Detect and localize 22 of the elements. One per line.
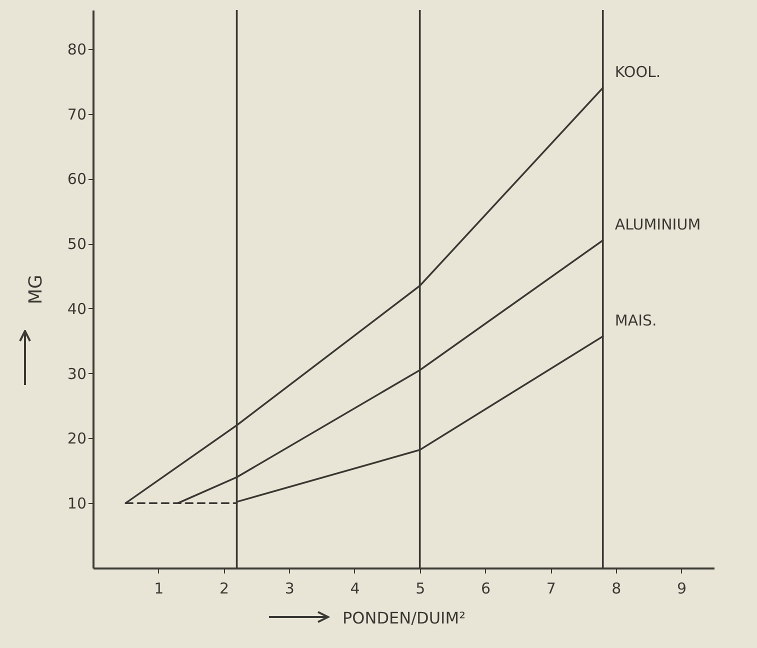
series-label: ALUMINIUM: [614, 215, 701, 234]
x-tick-label: 2: [219, 580, 230, 598]
x-tick-label: 6: [480, 580, 490, 598]
series-label: MAIS.: [614, 311, 657, 330]
x-tick-label: 8: [612, 580, 622, 598]
y-tick-label: 70: [67, 105, 86, 124]
y-tick-label: 40: [67, 300, 86, 318]
x-tick-label: 5: [416, 580, 426, 598]
y-tick-label: 30: [67, 364, 86, 383]
x-tick-label: 9: [677, 580, 687, 598]
x-tick-label: 3: [284, 580, 294, 598]
y-tick-label: 60: [67, 170, 86, 188]
y-tick-label: 20: [67, 430, 86, 448]
x-tick-label: 7: [546, 580, 556, 598]
x-axis-title: PONDEN/DUIM²: [342, 608, 466, 628]
y-tick-label: 10: [67, 494, 86, 513]
x-tick-label: 4: [350, 580, 360, 598]
y-tick-label: 80: [67, 40, 86, 58]
series-label: KOOL.: [614, 62, 661, 81]
y-axis-title: MG: [25, 274, 46, 304]
x-tick-label: 1: [154, 580, 164, 598]
y-tick-label: 50: [67, 235, 86, 254]
